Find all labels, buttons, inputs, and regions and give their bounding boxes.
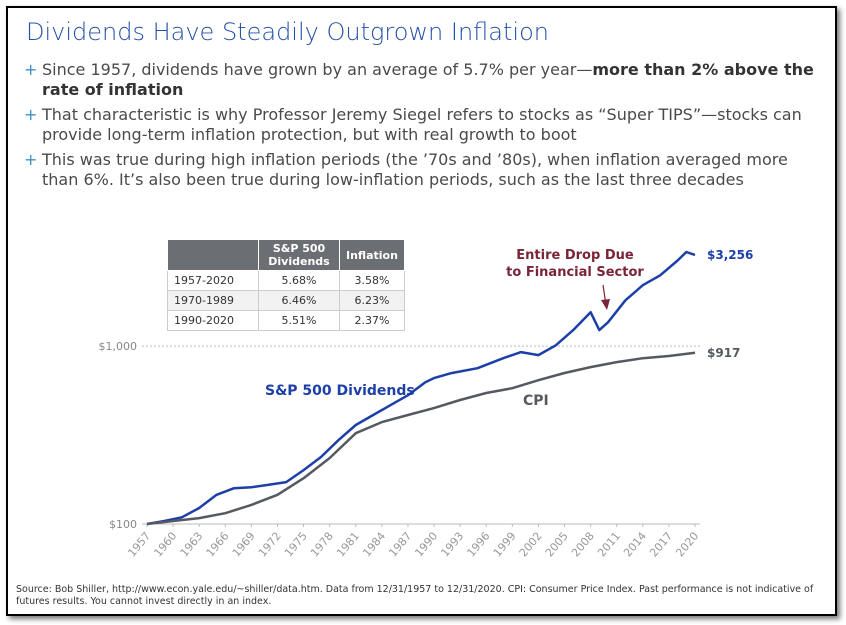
x-tick-label: 2002 — [517, 530, 545, 560]
end-label: $917 — [707, 346, 740, 360]
cell: 1957-2020 — [167, 270, 259, 291]
bullets: Since 1957, dividends have grown by an a… — [24, 60, 824, 195]
title: Dividends Have Steadily Outgrown Inflati… — [26, 18, 549, 46]
bullet-text: Since 1957, dividends have grown by an a… — [42, 60, 593, 79]
table-header: S&P 500 Dividends Inflation — [167, 239, 405, 271]
annotation: Entire Drop Due to Financial Sector — [506, 248, 644, 280]
end-label: $3,256 — [707, 248, 753, 262]
series-line — [146, 351, 696, 526]
x-tick-label: 2020 — [673, 530, 701, 560]
bullet-text: That characteristic is why Professor Jer… — [42, 105, 802, 144]
x-tick-label: 1984 — [360, 530, 388, 560]
x-tick-label: 1996 — [465, 530, 493, 560]
bullet: That characteristic is why Professor Jer… — [24, 105, 824, 145]
table-row: 1970-1989 6.46% 6.23% — [167, 290, 405, 311]
cell: 2.37% — [339, 310, 405, 331]
series-label: CPI — [523, 393, 549, 409]
bullet: Since 1957, dividends have grown by an a… — [24, 60, 824, 100]
x-tick-label: 1999 — [491, 530, 519, 560]
x-tick-label: 1963 — [178, 530, 206, 560]
slide: Dividends Have Steadily Outgrown Inflati… — [6, 6, 837, 616]
x-tick-label: 1957 — [125, 530, 153, 560]
cell: 1990-2020 — [167, 310, 259, 331]
y-tick-label: $100 — [109, 518, 137, 531]
cell: 6.46% — [258, 290, 340, 311]
x-tick-label: 1981 — [334, 530, 362, 560]
x-tick-label: 2014 — [621, 530, 649, 560]
x-tick-label: 1993 — [438, 530, 466, 560]
x-tick-label: 1969 — [230, 530, 258, 560]
arrow-head — [601, 299, 610, 310]
cell: 6.23% — [339, 290, 405, 311]
series-line — [146, 250, 696, 526]
y-tick-label: $1,000 — [99, 340, 138, 353]
cell: 1970-1989 — [167, 290, 259, 311]
bullet-text: This was true during high inflation peri… — [42, 150, 788, 189]
x-tick-label: 1978 — [308, 530, 336, 560]
cell: 5.51% — [258, 310, 340, 331]
x-tick-label: 1972 — [256, 530, 284, 560]
bullet-bold: more than 2% above the rate of inflation — [42, 60, 814, 99]
column-header: Inflation — [339, 239, 405, 271]
x-tick-label: 2005 — [543, 530, 571, 560]
x-tick-label: 1975 — [282, 530, 310, 560]
chart: $100$1,000195719601963196619691972197519… — [99, 248, 754, 560]
x-tick-label: 2017 — [647, 530, 675, 560]
x-tick-label: 1987 — [386, 530, 414, 560]
cell: 5.68% — [258, 270, 340, 291]
x-tick-label: 1960 — [151, 530, 179, 560]
series-label: S&P 500 Dividends — [265, 383, 415, 399]
bullet: This was true during high inflation peri… — [24, 150, 824, 190]
column-header: S&P 500 Dividends — [258, 239, 340, 271]
x-tick-label: 2008 — [569, 530, 597, 560]
source-note: Source: Bob Shiller, http://www.econ.yal… — [16, 584, 814, 607]
table-corner — [167, 239, 259, 271]
cell: 3.58% — [339, 270, 405, 291]
table-row: 1990-2020 5.51% 2.37% — [167, 310, 405, 331]
x-tick-label: 1990 — [412, 530, 440, 560]
x-tick-label: 2011 — [595, 530, 623, 560]
table-row: 1957-2020 5.68% 3.58% — [167, 270, 405, 291]
x-tick-label: 1966 — [204, 530, 232, 560]
inset-table: S&P 500 Dividends Inflation 1957-2020 5.68… — [167, 239, 405, 331]
